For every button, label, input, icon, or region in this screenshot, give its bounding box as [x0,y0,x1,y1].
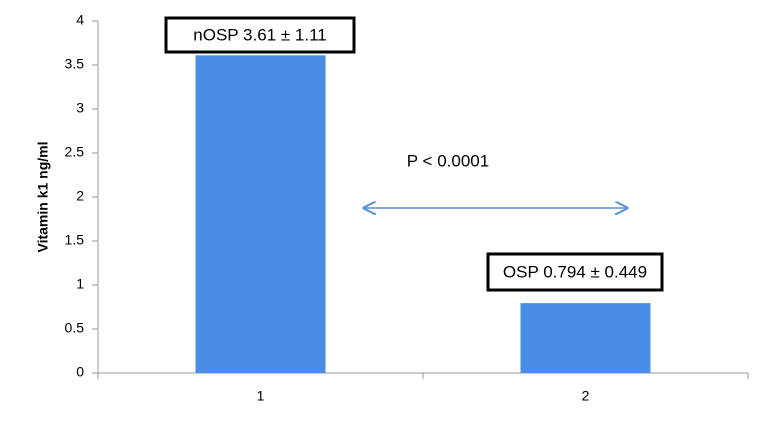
x-tick-label: 2 [582,388,590,404]
y-tick-label: 1.5 [65,232,85,248]
annotation-box [486,252,664,292]
annotation: nOSP 3.61 ± 1.11 [193,25,326,44]
x-tick-label: 1 [257,388,265,404]
y-tick-label: 3.5 [65,56,85,72]
y-tick-label: 1 [76,276,84,292]
y-tick-label: 0.5 [65,320,85,336]
y-tick-label: 2 [76,188,84,204]
annotation: P < 0.0001 [407,151,489,170]
y-tick-label: 4 [76,12,84,28]
bar [195,55,326,373]
y-tick-label: 0 [76,364,84,380]
y-tick-label: 2.5 [65,144,85,160]
bar [520,303,651,373]
annotation-box [164,16,356,54]
annotation: OSP 0.794 ± 0.449 [503,262,647,281]
y-tick-label: 3 [76,100,84,116]
y-axis-title: Vitamin k1 ng/ml [35,142,51,253]
